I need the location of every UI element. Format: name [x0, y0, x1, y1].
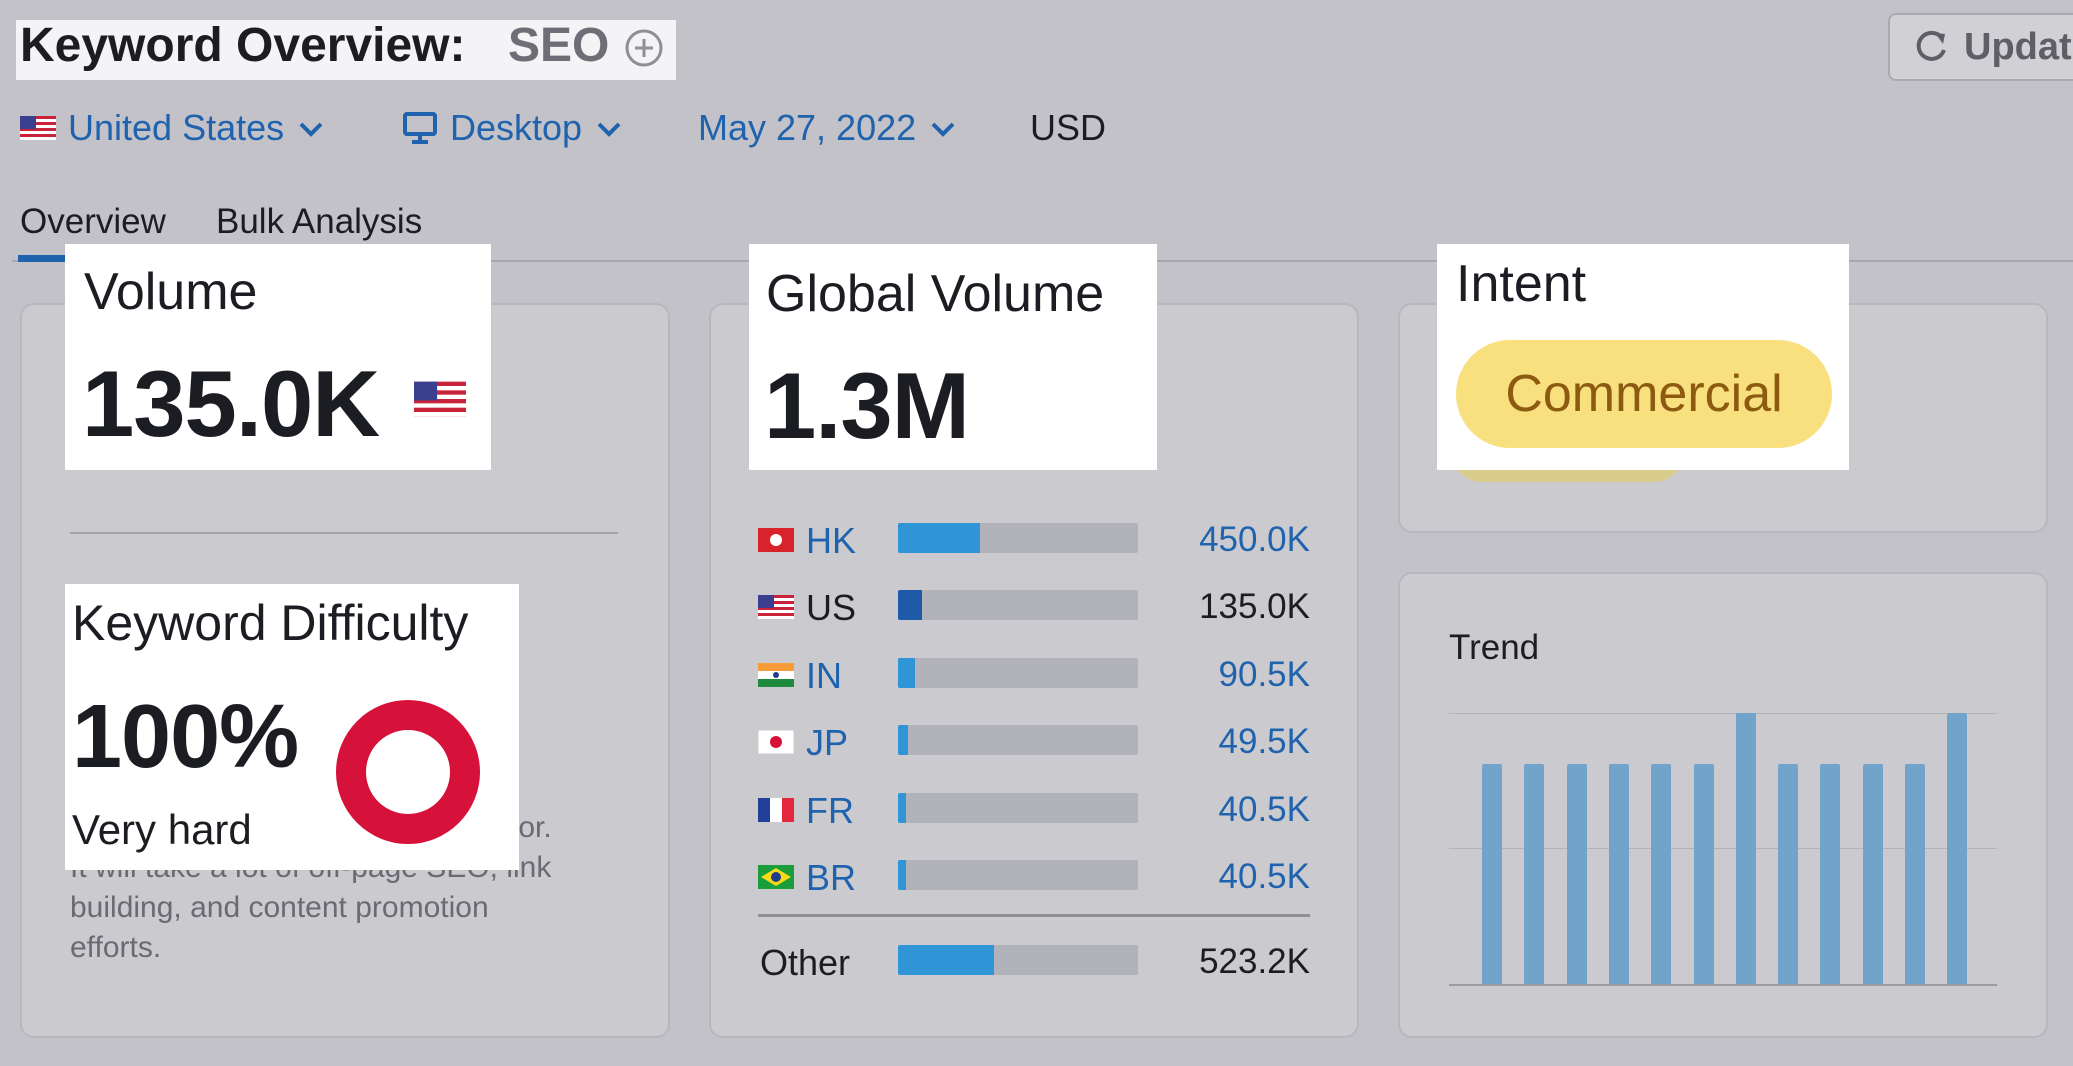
country-bar-fill [898, 658, 915, 688]
trend-gridline [1449, 713, 1997, 714]
country-volume[interactable]: 40.5K [1218, 857, 1310, 896]
other-bar [898, 945, 1138, 975]
kd-description-line-4: efforts. [70, 931, 162, 964]
country-bar-fill [898, 523, 980, 553]
date-select[interactable]: May 27, 2022 [698, 104, 958, 152]
active-tab-indicator [18, 255, 66, 262]
us-flag-icon [758, 595, 794, 619]
trend-bar[interactable] [1905, 764, 1925, 984]
trend-bar[interactable] [1567, 764, 1587, 984]
country-bar-fill [898, 860, 906, 890]
trend-bar[interactable] [1524, 764, 1544, 984]
chevron-down-icon [299, 122, 323, 137]
title-highlight [16, 20, 676, 80]
country-volume[interactable]: 450.0K [1199, 520, 1310, 559]
update-button[interactable]: Updat [1888, 13, 2073, 81]
country-code[interactable]: BR [806, 857, 857, 898]
trend-bar[interactable] [1736, 713, 1756, 984]
country-bar-fill [898, 590, 922, 620]
trend-label: Trend [1449, 628, 1540, 667]
country-bar [898, 590, 1138, 620]
tab-overview[interactable]: Overview [20, 202, 166, 241]
country-code[interactable]: FR [806, 790, 854, 831]
us-flag-icon [414, 381, 466, 417]
device-select[interactable]: Desktop [402, 104, 624, 152]
trend-bar[interactable] [1651, 764, 1671, 984]
trend-bar[interactable] [1778, 764, 1798, 984]
country-volume[interactable]: 40.5K [1218, 790, 1310, 829]
trend-bar[interactable] [1863, 764, 1883, 984]
jp-flag-icon [758, 730, 794, 754]
trend-baseline [1449, 984, 1997, 986]
other-label: Other [760, 942, 851, 983]
country-code: US [806, 587, 857, 628]
device-label: Desktop [450, 107, 583, 148]
volume-highlight [65, 244, 491, 470]
country-select[interactable]: United States [20, 104, 326, 152]
refresh-icon [1916, 30, 1946, 61]
kd-value: 100% [72, 687, 299, 787]
trend-bar[interactable] [1609, 764, 1629, 984]
trend-bar[interactable] [1482, 764, 1502, 984]
br-flag-icon [758, 865, 794, 889]
country-bar [898, 793, 1138, 823]
country-code[interactable]: JP [806, 722, 849, 763]
intent-label: Intent [1456, 255, 1587, 313]
kd-label: Keyword Difficulty [72, 595, 469, 651]
country-separator [758, 914, 1310, 917]
trend-bar[interactable] [1820, 764, 1840, 984]
country-bar [898, 658, 1138, 688]
add-keyword-icon[interactable] [624, 28, 664, 68]
volume-label: Volume [84, 263, 258, 321]
global-volume-highlight [749, 244, 1157, 470]
trend-gridline [1449, 848, 1997, 849]
volume-value: 135.0K [82, 351, 380, 456]
us-flag-icon [20, 116, 56, 140]
country-volume[interactable]: 49.5K [1218, 722, 1310, 761]
date-label: May 27, 2022 [698, 107, 917, 148]
kd-ring-icon [336, 700, 480, 844]
card-divider [70, 532, 618, 534]
fr-flag-icon [758, 798, 794, 822]
update-label: Updat [1964, 25, 2072, 68]
country-volume: 135.0K [1199, 587, 1310, 626]
trend-bar[interactable] [1947, 713, 1967, 984]
country-label: United States [68, 107, 285, 148]
other-volume: 523.2K [1199, 942, 1310, 981]
country-code[interactable]: IN [806, 655, 842, 696]
page-keyword: SEO [508, 19, 610, 72]
chevron-down-icon [931, 122, 955, 137]
page-title: Keyword Overview: [20, 19, 466, 72]
in-flag-icon [758, 663, 794, 687]
global-volume-label: Global Volume [766, 265, 1105, 323]
global-volume-value: 1.3M [764, 353, 970, 458]
country-volume[interactable]: 90.5K [1218, 655, 1310, 694]
country-bar [898, 860, 1138, 890]
hk-flag-icon [758, 528, 794, 552]
other-bar-fill [898, 945, 994, 975]
country-bar [898, 523, 1138, 553]
country-code[interactable]: HK [806, 520, 857, 561]
kd-description-line-3: building, and content promotion [70, 891, 489, 924]
trend-card [1398, 572, 2048, 1038]
desktop-icon [403, 112, 437, 144]
country-bar-fill [898, 793, 906, 823]
kd-level: Very hard [72, 806, 252, 853]
currency-label: USD [1030, 107, 1107, 148]
country-bar [898, 725, 1138, 755]
country-bar-fill [898, 725, 908, 755]
tab-bulk-analysis[interactable]: Bulk Analysis [216, 202, 423, 241]
trend-bar[interactable] [1694, 764, 1714, 984]
chevron-down-icon [597, 122, 621, 137]
intent-badge: Commercial [1456, 340, 1832, 448]
